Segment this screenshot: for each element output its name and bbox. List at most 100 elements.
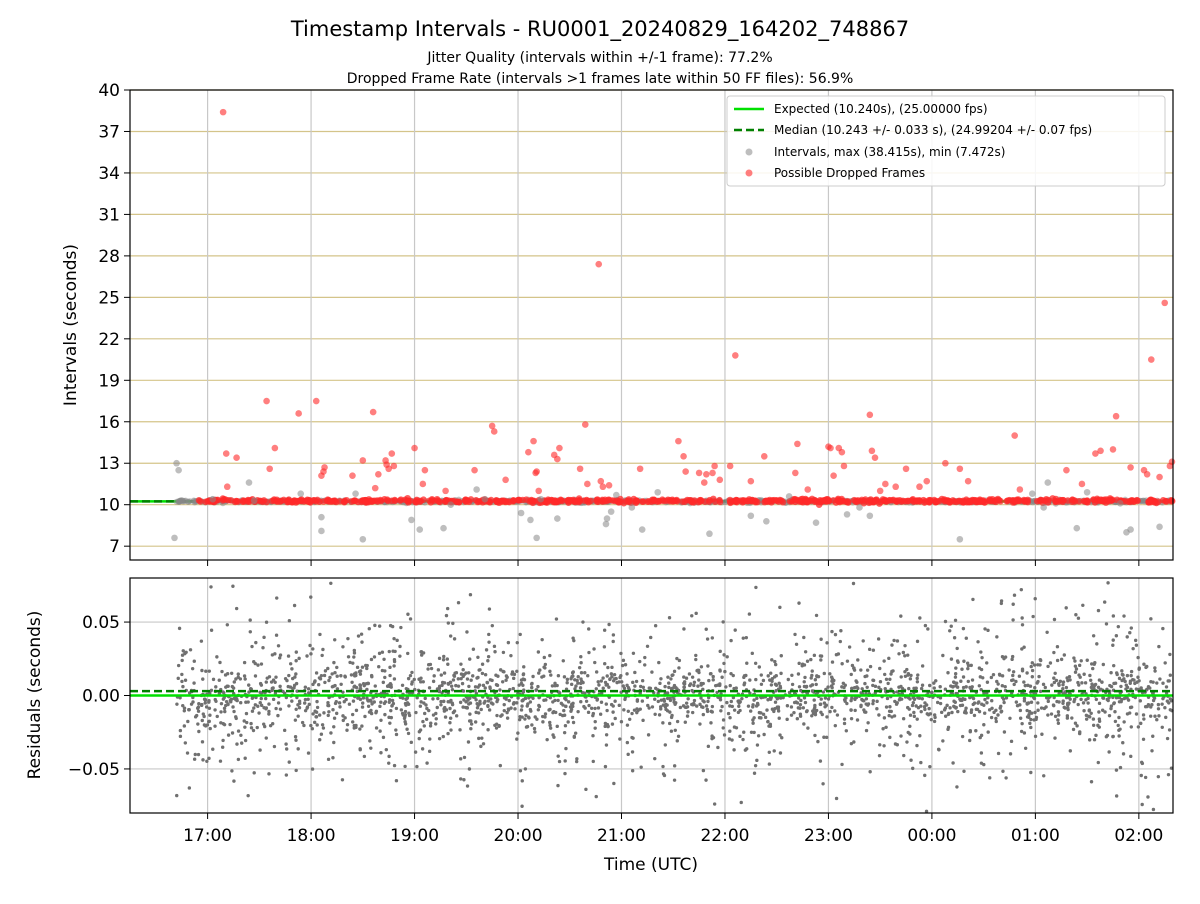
residual-point [694,612,697,615]
dropped-frame-point [314,497,321,504]
dropped-frame-point [1127,464,1134,471]
residual-point [437,668,440,671]
residual-point [693,699,696,702]
residual-point [779,686,782,689]
residual-point [587,704,590,707]
residual-point [859,668,862,671]
residual-point [220,670,223,673]
residual-point [920,687,923,690]
dropped-frame-point [640,498,647,505]
residuals-ytick-label: 0.05 [82,613,120,633]
residual-point [673,703,676,706]
residual-point [866,668,869,671]
residual-point [445,708,448,711]
residual-point [657,700,660,703]
residual-point [315,671,318,674]
residual-point [356,666,359,669]
residual-point [512,687,515,690]
residual-point [406,613,409,616]
residual-point [592,760,595,763]
residual-point [535,718,538,721]
residual-point [973,701,976,704]
residual-point [821,713,824,716]
residual-point [347,655,350,658]
residual-point [696,684,699,687]
residual-point [385,748,388,751]
residual-point [458,728,461,731]
residual-point [919,704,922,707]
residual-point [494,674,497,677]
residual-point [301,721,304,724]
residual-point [267,702,270,705]
residual-point [580,671,583,674]
residual-point [758,665,761,668]
residual-point [962,627,965,630]
residual-point [1022,646,1025,649]
residual-point [194,753,197,756]
residual-point [906,653,909,656]
residual-point [495,700,498,703]
dropped-frame-point [224,483,231,490]
residual-point [996,713,999,716]
residual-point [1054,715,1057,718]
residual-point [1047,700,1050,703]
residual-point [422,680,425,683]
residual-point [327,679,330,682]
residual-point [897,652,900,655]
residual-point [994,709,997,712]
residual-point [990,699,993,702]
dropped-frame-point [754,499,761,506]
residual-point [218,661,221,664]
residual-point [1161,726,1164,729]
residual-point [1036,663,1039,666]
residual-point [982,723,985,726]
residual-point [209,727,212,730]
residual-point [1151,735,1154,738]
intervals-ytick-label-34: 34 [98,164,120,184]
residual-point [728,729,731,732]
residual-point [257,711,260,714]
interval-point [1073,525,1080,532]
residual-point [260,697,263,700]
residual-point [921,664,924,667]
residual-point [628,718,631,721]
residual-point [658,713,661,716]
residual-point [505,711,508,714]
dropped-frame-point [220,109,227,116]
residual-point [256,726,259,729]
residual-point [186,751,189,754]
residual-point [1165,685,1168,688]
residual-point [393,764,396,767]
dropped-frame-point [1160,497,1167,504]
residual-point [512,677,515,680]
residual-point [373,624,376,627]
residual-point [368,627,371,630]
residual-point [481,722,484,725]
dropped-frame-point [1113,413,1120,420]
residual-point [1036,680,1039,683]
residual-point [196,707,199,710]
residual-point [212,678,215,681]
dropped-frame-point [1110,446,1117,453]
residual-point [455,714,458,717]
residual-point [683,680,686,683]
residual-point [1028,722,1031,725]
residual-point [990,676,993,679]
residual-point [515,670,518,673]
residual-point [378,729,381,732]
residual-point [338,705,341,708]
residual-point [941,654,944,657]
residual-point [1036,709,1039,712]
residual-point [753,772,756,775]
dropped-frame-point [712,498,719,505]
residual-point [707,745,710,748]
residual-point [321,648,324,651]
residual-point [729,639,732,642]
residual-point [688,672,691,675]
residual-point [1018,675,1021,678]
residual-point [744,674,747,677]
residual-point [1040,733,1043,736]
residual-point [493,650,496,653]
dropped-frame-point [321,464,328,471]
residual-point [775,684,778,687]
